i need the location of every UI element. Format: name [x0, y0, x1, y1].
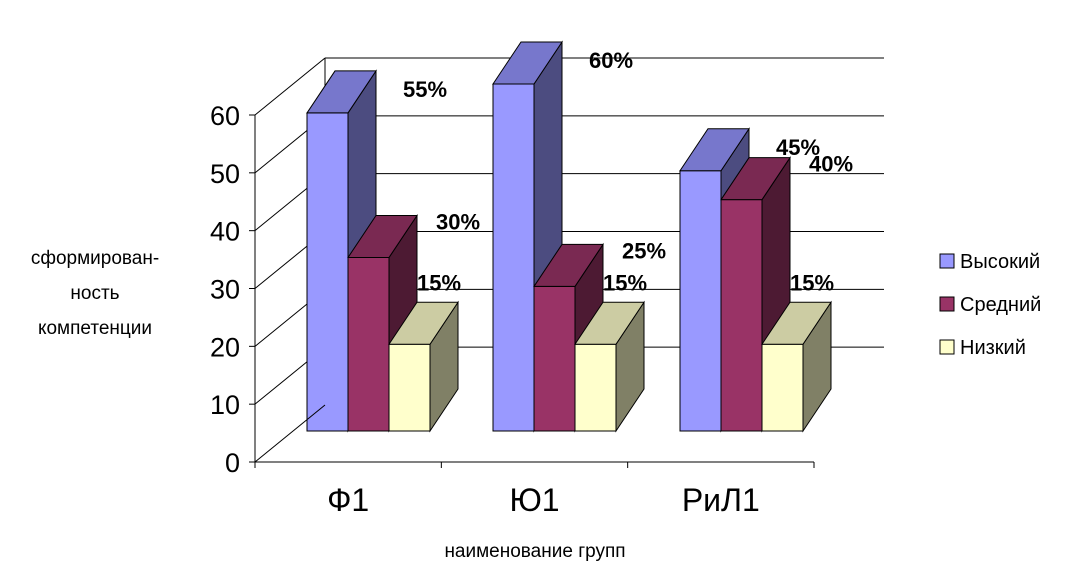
bar-top — [306, 70, 377, 114]
bar-top — [347, 215, 418, 258]
bar-front — [533, 285, 576, 432]
x-tick-label: Ю1 — [509, 482, 559, 518]
bar — [761, 300, 832, 433]
x-tick-label: РиЛ1 — [682, 482, 760, 518]
data-label: 55% — [403, 77, 447, 102]
axes: 0 10 20 30 40 50 60 Ф1 Ю1 РиЛ1 — [210, 101, 815, 518]
bar-top — [492, 41, 563, 85]
y-axis-title-line-2: ность — [70, 283, 119, 304]
legend-swatch-low — [939, 339, 955, 355]
y-tick-label: 20 — [210, 332, 240, 362]
bar-top — [574, 301, 645, 345]
data-label: 15% — [790, 270, 834, 295]
x-axis-title: наименование групп — [444, 541, 625, 562]
legend-label-low: Низкий — [960, 337, 1026, 359]
y-tick-label: 50 — [210, 159, 240, 189]
y-tick-label: 40 — [210, 217, 240, 247]
bar-top — [533, 243, 604, 287]
data-label: 15% — [603, 270, 647, 295]
y-tick-label: 30 — [210, 275, 240, 305]
data-labels: 55% 60% 45% 30% 25% 40% 15% 15% 15% — [403, 48, 853, 295]
bar-front — [492, 83, 535, 432]
y-axis-title-line-3: компетенции — [38, 318, 152, 339]
legend-swatch-high — [939, 253, 955, 269]
data-label: 30% — [436, 210, 480, 235]
bar-front — [761, 343, 804, 432]
data-label: 15% — [417, 270, 461, 295]
floor-left-edge — [254, 404, 326, 463]
data-label: 45% — [776, 135, 820, 160]
data-label: 60% — [589, 48, 633, 73]
y-axis-title-line-1: сформирован- — [31, 248, 159, 269]
y-tick-label: 60 — [210, 101, 240, 131]
bar-front — [574, 343, 617, 432]
bar — [574, 300, 645, 433]
bar-front — [306, 112, 349, 432]
legend-label-medium: Средний — [960, 294, 1041, 316]
bar-front — [679, 170, 722, 432]
legend: Высокий Средний Низкий — [939, 251, 1041, 359]
bar-front — [388, 343, 431, 432]
bar-top — [761, 301, 832, 345]
bar-top — [388, 301, 459, 345]
data-label: 40% — [809, 152, 853, 177]
legend-swatch-medium — [939, 296, 955, 312]
gridlines — [254, 57, 884, 405]
y-tick-label: 10 — [210, 390, 240, 420]
bar-top — [679, 128, 750, 172]
legend-label-high: Высокий — [960, 251, 1040, 273]
gridline-side — [254, 57, 326, 116]
bar-top — [720, 157, 791, 201]
bar-front — [720, 199, 763, 432]
x-tick-label: Ф1 — [327, 482, 369, 518]
bar-front — [347, 257, 390, 432]
y-tick-label: 0 — [225, 448, 240, 478]
data-label: 25% — [622, 238, 666, 263]
bar — [388, 300, 459, 433]
bars — [306, 40, 832, 433]
